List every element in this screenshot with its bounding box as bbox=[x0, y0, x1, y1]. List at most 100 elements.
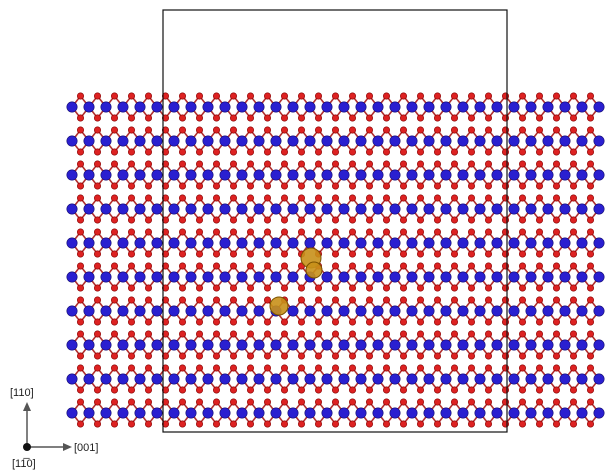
metal-atom bbox=[406, 237, 418, 249]
metal-atom bbox=[338, 373, 350, 385]
metal-atom bbox=[593, 101, 605, 113]
metal-atom bbox=[423, 169, 435, 181]
metal-atom bbox=[253, 135, 265, 147]
metal-atom bbox=[406, 101, 418, 113]
oxygen-atom bbox=[450, 194, 458, 202]
oxygen-atom bbox=[94, 318, 102, 326]
metal-atom bbox=[338, 305, 350, 317]
oxygen-atom bbox=[94, 352, 102, 360]
oxygen-atom bbox=[179, 296, 187, 304]
metal-atom bbox=[593, 203, 605, 215]
oxygen-atom bbox=[501, 364, 509, 372]
metal-atom bbox=[66, 339, 78, 351]
oxygen-atom bbox=[263, 148, 271, 156]
metal-atom bbox=[321, 305, 333, 317]
metal-atom bbox=[389, 169, 401, 181]
metal-atom bbox=[287, 135, 299, 147]
oxygen-atom bbox=[263, 364, 271, 372]
oxygen-atom bbox=[297, 216, 305, 224]
oxygen-atom bbox=[280, 148, 288, 156]
metal-atom bbox=[287, 407, 299, 419]
oxygen-atom bbox=[230, 114, 238, 122]
oxygen-atom bbox=[467, 92, 475, 100]
oxygen-atom bbox=[467, 126, 475, 134]
oxygen-atom bbox=[179, 194, 187, 202]
oxygen-atom bbox=[365, 182, 373, 190]
oxygen-atom bbox=[382, 114, 390, 122]
oxygen-atom bbox=[230, 160, 238, 168]
metal-atom bbox=[338, 101, 350, 113]
oxygen-atom bbox=[94, 262, 102, 270]
oxygen-atom bbox=[77, 386, 85, 394]
oxygen-atom bbox=[382, 296, 390, 304]
metal-atom bbox=[185, 373, 197, 385]
oxygen-atom bbox=[450, 160, 458, 168]
oxygen-atom bbox=[501, 228, 509, 236]
oxygen-atom bbox=[230, 420, 238, 428]
oxygen-atom bbox=[314, 92, 322, 100]
metal-atom bbox=[457, 101, 469, 113]
metal-atom bbox=[457, 407, 469, 419]
oxygen-atom bbox=[230, 92, 238, 100]
oxygen-atom bbox=[280, 194, 288, 202]
oxygen-atom bbox=[263, 420, 271, 428]
oxygen-atom bbox=[145, 262, 153, 270]
metal-atom bbox=[525, 271, 537, 283]
oxygen-atom bbox=[77, 216, 85, 224]
oxygen-atom bbox=[213, 148, 221, 156]
oxygen-atom bbox=[297, 114, 305, 122]
oxygen-atom bbox=[501, 194, 509, 202]
oxygen-atom bbox=[297, 352, 305, 360]
metal-atom bbox=[474, 135, 486, 147]
oxygen-atom bbox=[331, 228, 339, 236]
oxygen-atom bbox=[297, 126, 305, 134]
oxygen-atom bbox=[94, 228, 102, 236]
oxygen-atom bbox=[230, 228, 238, 236]
oxygen-atom bbox=[569, 262, 577, 270]
oxygen-atom bbox=[450, 318, 458, 326]
oxygen-atom bbox=[433, 364, 441, 372]
metal-atom bbox=[287, 305, 299, 317]
oxygen-atom bbox=[552, 352, 560, 360]
oxygen-atom bbox=[450, 92, 458, 100]
oxygen-atom bbox=[230, 352, 238, 360]
oxygen-atom bbox=[348, 182, 356, 190]
metal-atom bbox=[389, 305, 401, 317]
oxygen-atom bbox=[128, 114, 136, 122]
metal-atom bbox=[508, 271, 520, 283]
oxygen-atom bbox=[416, 182, 424, 190]
oxygen-atom bbox=[111, 148, 119, 156]
oxygen-atom bbox=[128, 296, 136, 304]
metal-atom bbox=[593, 271, 605, 283]
oxygen-atom bbox=[263, 194, 271, 202]
oxygen-atom bbox=[331, 284, 339, 292]
metal-atom bbox=[440, 203, 452, 215]
metal-atom bbox=[66, 407, 78, 419]
oxygen-atom bbox=[467, 216, 475, 224]
oxygen-atom bbox=[348, 114, 356, 122]
oxygen-atom bbox=[501, 148, 509, 156]
oxygen-atom bbox=[230, 182, 238, 190]
oxygen-atom bbox=[586, 330, 594, 338]
oxygen-atom bbox=[348, 262, 356, 270]
metal-atom bbox=[66, 237, 78, 249]
oxygen-atom bbox=[382, 386, 390, 394]
metal-atom bbox=[576, 339, 588, 351]
oxygen-atom bbox=[77, 284, 85, 292]
oxygen-atom bbox=[518, 126, 526, 134]
oxygen-atom bbox=[569, 386, 577, 394]
oxygen-atom bbox=[263, 216, 271, 224]
oxygen-atom bbox=[247, 420, 255, 428]
oxygen-atom bbox=[569, 228, 577, 236]
oxygen-atom bbox=[230, 284, 238, 292]
oxygen-atom bbox=[247, 194, 255, 202]
oxygen-atom bbox=[213, 386, 221, 394]
oxygen-atom bbox=[501, 296, 509, 304]
oxygen-atom bbox=[77, 228, 85, 236]
oxygen-atom bbox=[331, 250, 339, 258]
oxygen-atom bbox=[552, 420, 560, 428]
oxygen-atom bbox=[145, 318, 153, 326]
oxygen-atom bbox=[518, 284, 526, 292]
metal-atom bbox=[321, 135, 333, 147]
oxygen-atom bbox=[501, 114, 509, 122]
